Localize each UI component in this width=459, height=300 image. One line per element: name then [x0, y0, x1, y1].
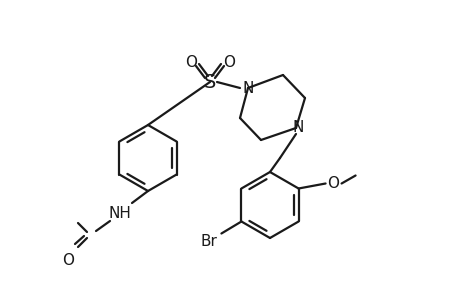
Text: N: N: [291, 121, 303, 136]
Text: O: O: [223, 55, 235, 70]
Text: N: N: [242, 80, 253, 95]
Text: O: O: [327, 176, 339, 191]
Text: NH: NH: [108, 206, 131, 220]
Text: O: O: [185, 55, 196, 70]
Text: O: O: [62, 254, 74, 268]
Text: Br: Br: [201, 234, 218, 249]
Text: S: S: [203, 73, 216, 92]
